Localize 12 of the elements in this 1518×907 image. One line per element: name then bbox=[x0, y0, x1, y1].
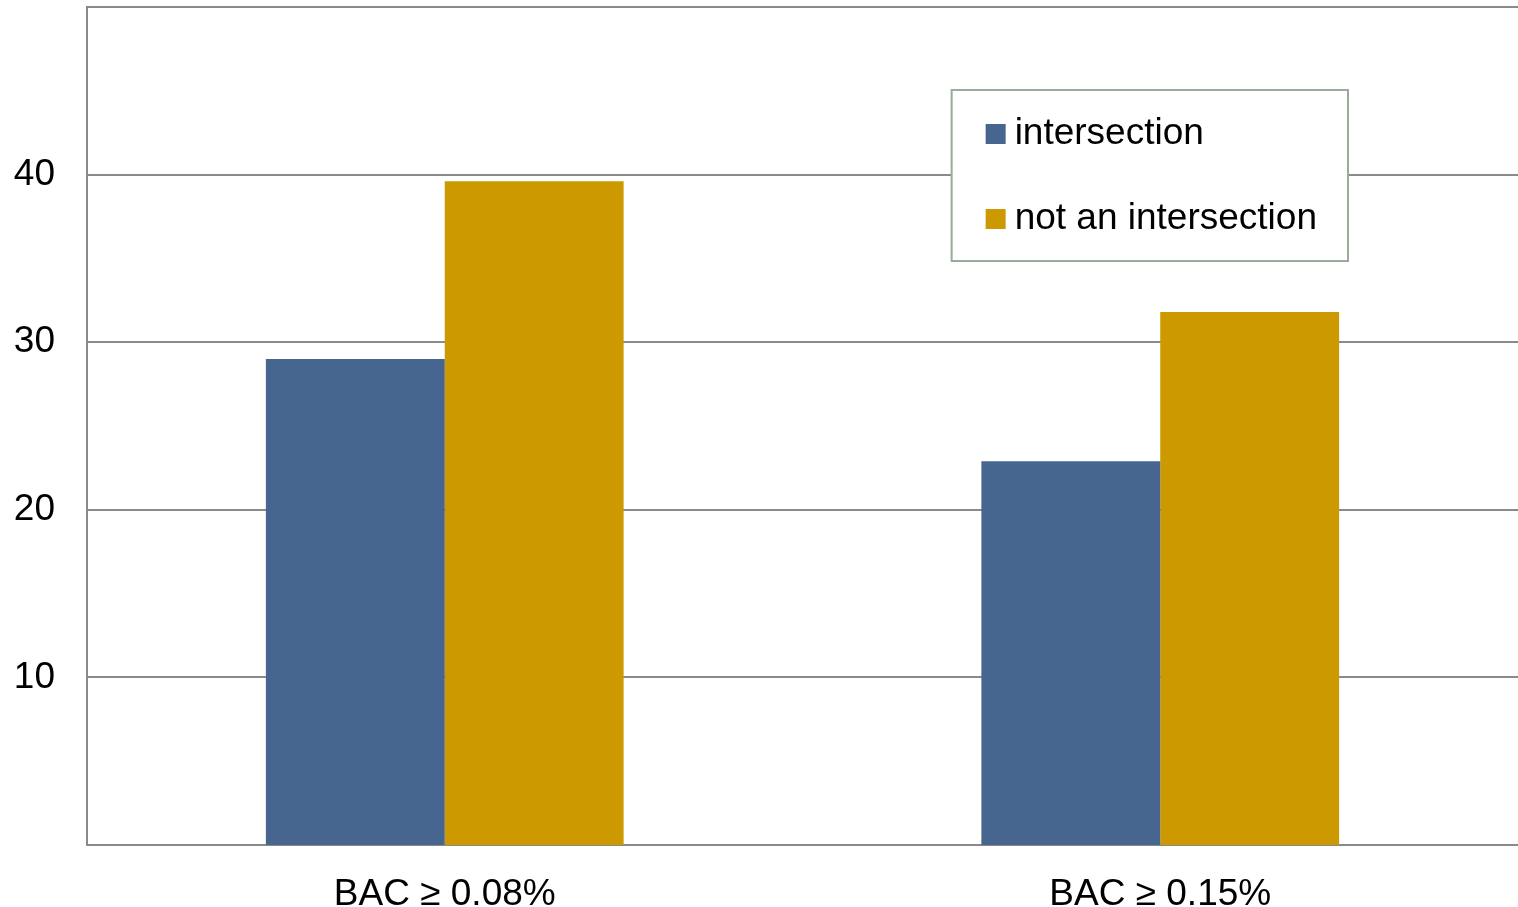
y-tick-label: 40 bbox=[13, 151, 55, 193]
x-tick-label: BAC ≥ 0.08% bbox=[333, 871, 556, 907]
y-tick-label: 30 bbox=[13, 319, 55, 361]
legend-label: intersection bbox=[1014, 111, 1204, 153]
bar bbox=[1160, 312, 1340, 845]
y-tick-label: 10 bbox=[13, 654, 55, 696]
x-tick-label: BAC ≥ 0.15% bbox=[1049, 871, 1272, 907]
bar bbox=[265, 358, 445, 845]
y-tick-label: 20 bbox=[13, 487, 55, 528]
bar bbox=[444, 181, 624, 845]
legend-label: not an intersection bbox=[1014, 196, 1317, 238]
bar bbox=[981, 461, 1161, 845]
